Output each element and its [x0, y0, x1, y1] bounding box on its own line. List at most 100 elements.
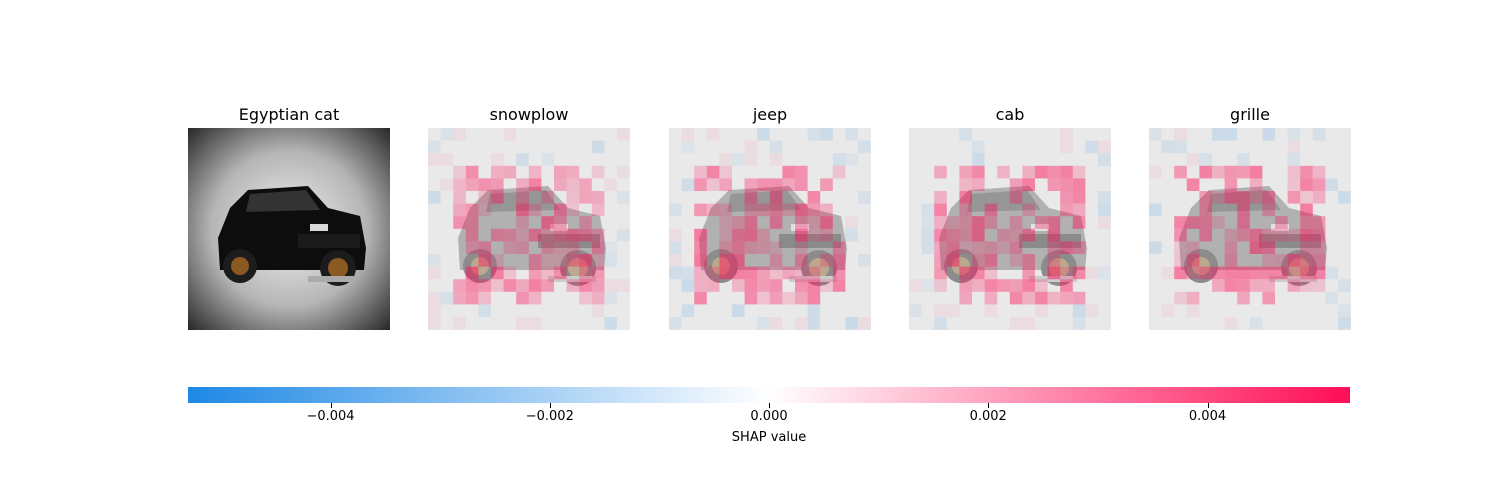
- shap-cell: [1072, 178, 1086, 191]
- shap-cell: [1009, 216, 1023, 229]
- shap-cell: [946, 254, 960, 267]
- shap-cell: [934, 241, 947, 254]
- shap-cell: [1085, 304, 1098, 317]
- shap-cell: [744, 140, 758, 154]
- shap-cell: [732, 279, 745, 292]
- shap-cell: [1237, 165, 1250, 179]
- shap-cell: [795, 291, 808, 305]
- shap-cell: [465, 216, 479, 229]
- shap-cell: [795, 254, 808, 267]
- shap-cell: [516, 203, 529, 217]
- shap-cell: [1287, 191, 1301, 204]
- shap-cell: [516, 279, 529, 292]
- shap-cell: [453, 279, 466, 292]
- shap-cell: [617, 279, 630, 292]
- shap-cell: [1174, 291, 1187, 305]
- shap-cell: [579, 216, 592, 229]
- shap-cell: [959, 165, 972, 179]
- shap-cell: [807, 191, 821, 204]
- shap-cell: [694, 279, 707, 292]
- shap-cell: [1312, 165, 1326, 179]
- shap-cell: [757, 203, 770, 217]
- shap-cell: [1186, 304, 1200, 317]
- shap-cell: [1186, 216, 1200, 229]
- shap-cell: [769, 266, 783, 280]
- shap-cell: [503, 266, 517, 280]
- shap-cell: [1249, 228, 1263, 242]
- shap-cell: [541, 153, 554, 166]
- colorbar-tick-mark: [769, 403, 770, 408]
- shap-cell: [706, 178, 720, 191]
- shap-cell: [1300, 279, 1313, 292]
- shap-cell: [478, 241, 491, 254]
- shap-cell: [972, 165, 985, 179]
- shap-cell: [719, 216, 732, 229]
- shap-cell: [503, 165, 517, 179]
- shap-cell: [516, 216, 529, 229]
- shap-cell: [694, 254, 707, 267]
- shap-cell: [1300, 178, 1313, 191]
- shap-cell: [1237, 266, 1250, 280]
- shap-cell: [732, 241, 745, 254]
- shap-cell: [807, 304, 821, 317]
- shap-cell: [1249, 191, 1263, 204]
- shap-cell: [795, 317, 808, 330]
- shap-cell: [744, 228, 758, 242]
- colorbar-tick-label: 0.002: [969, 409, 1007, 424]
- shap-cell: [1287, 140, 1301, 154]
- shap-cell: [694, 203, 707, 217]
- shap-cell: [1009, 279, 1023, 292]
- shap-cell: [681, 279, 695, 292]
- shap-cell: [1262, 228, 1275, 242]
- shap-cell: [1262, 191, 1275, 204]
- shap-cell: [491, 153, 504, 166]
- shap-cell: [795, 165, 808, 179]
- shap-cell: [1287, 128, 1301, 141]
- shap-cell: [795, 203, 808, 217]
- shap-cell: [1224, 228, 1238, 242]
- shap-cell: [1224, 165, 1238, 179]
- shap-cell: [1072, 266, 1086, 280]
- shap-cell: [604, 291, 617, 305]
- shap-cell: [516, 317, 529, 330]
- colorbar-tick-mark: [988, 403, 990, 408]
- shap-cell: [1022, 254, 1035, 267]
- shap-cell: [1174, 140, 1187, 154]
- shap-cell: [959, 279, 972, 292]
- shap-cell: [1312, 266, 1326, 280]
- shap-cell: [541, 254, 554, 267]
- shap-cell: [1022, 291, 1035, 305]
- shap-cell: [604, 317, 617, 330]
- shap-cell: [719, 203, 732, 217]
- shap-cell: [921, 216, 935, 229]
- shap-cell: [1047, 216, 1061, 229]
- shap-cell: [744, 291, 758, 305]
- shap-cell: [694, 291, 707, 305]
- shap-cell: [782, 165, 795, 179]
- shap-cell: [528, 228, 542, 242]
- shap-cell: [669, 254, 682, 267]
- panel-title: snowplow: [489, 105, 569, 124]
- shap-cell: [491, 279, 504, 292]
- shap-cell: [934, 216, 947, 229]
- shap-cell: [832, 153, 846, 166]
- colorbar-tick-label: −0.002: [525, 409, 574, 424]
- panel-grille: grille: [1149, 105, 1351, 331]
- shap-cell: [1275, 266, 1288, 280]
- shap-cell: [1047, 178, 1061, 191]
- shap-cell: [959, 266, 972, 280]
- shap-cell: [1287, 266, 1301, 280]
- shap-cell: [1186, 241, 1200, 254]
- shap-cell: [579, 279, 592, 292]
- shap-cell: [1212, 279, 1225, 292]
- colorbar-tick-mark: [330, 403, 332, 408]
- shap-cell: [1312, 228, 1326, 242]
- shap-cell: [1060, 191, 1073, 204]
- shap-cell: [832, 279, 846, 292]
- shap-cell: [1009, 228, 1023, 242]
- shap-cell: [1237, 228, 1250, 242]
- shap-cell: [934, 266, 947, 280]
- shap-cell: [491, 178, 504, 191]
- shap-cell: [719, 153, 732, 166]
- shap-cell: [1249, 317, 1263, 330]
